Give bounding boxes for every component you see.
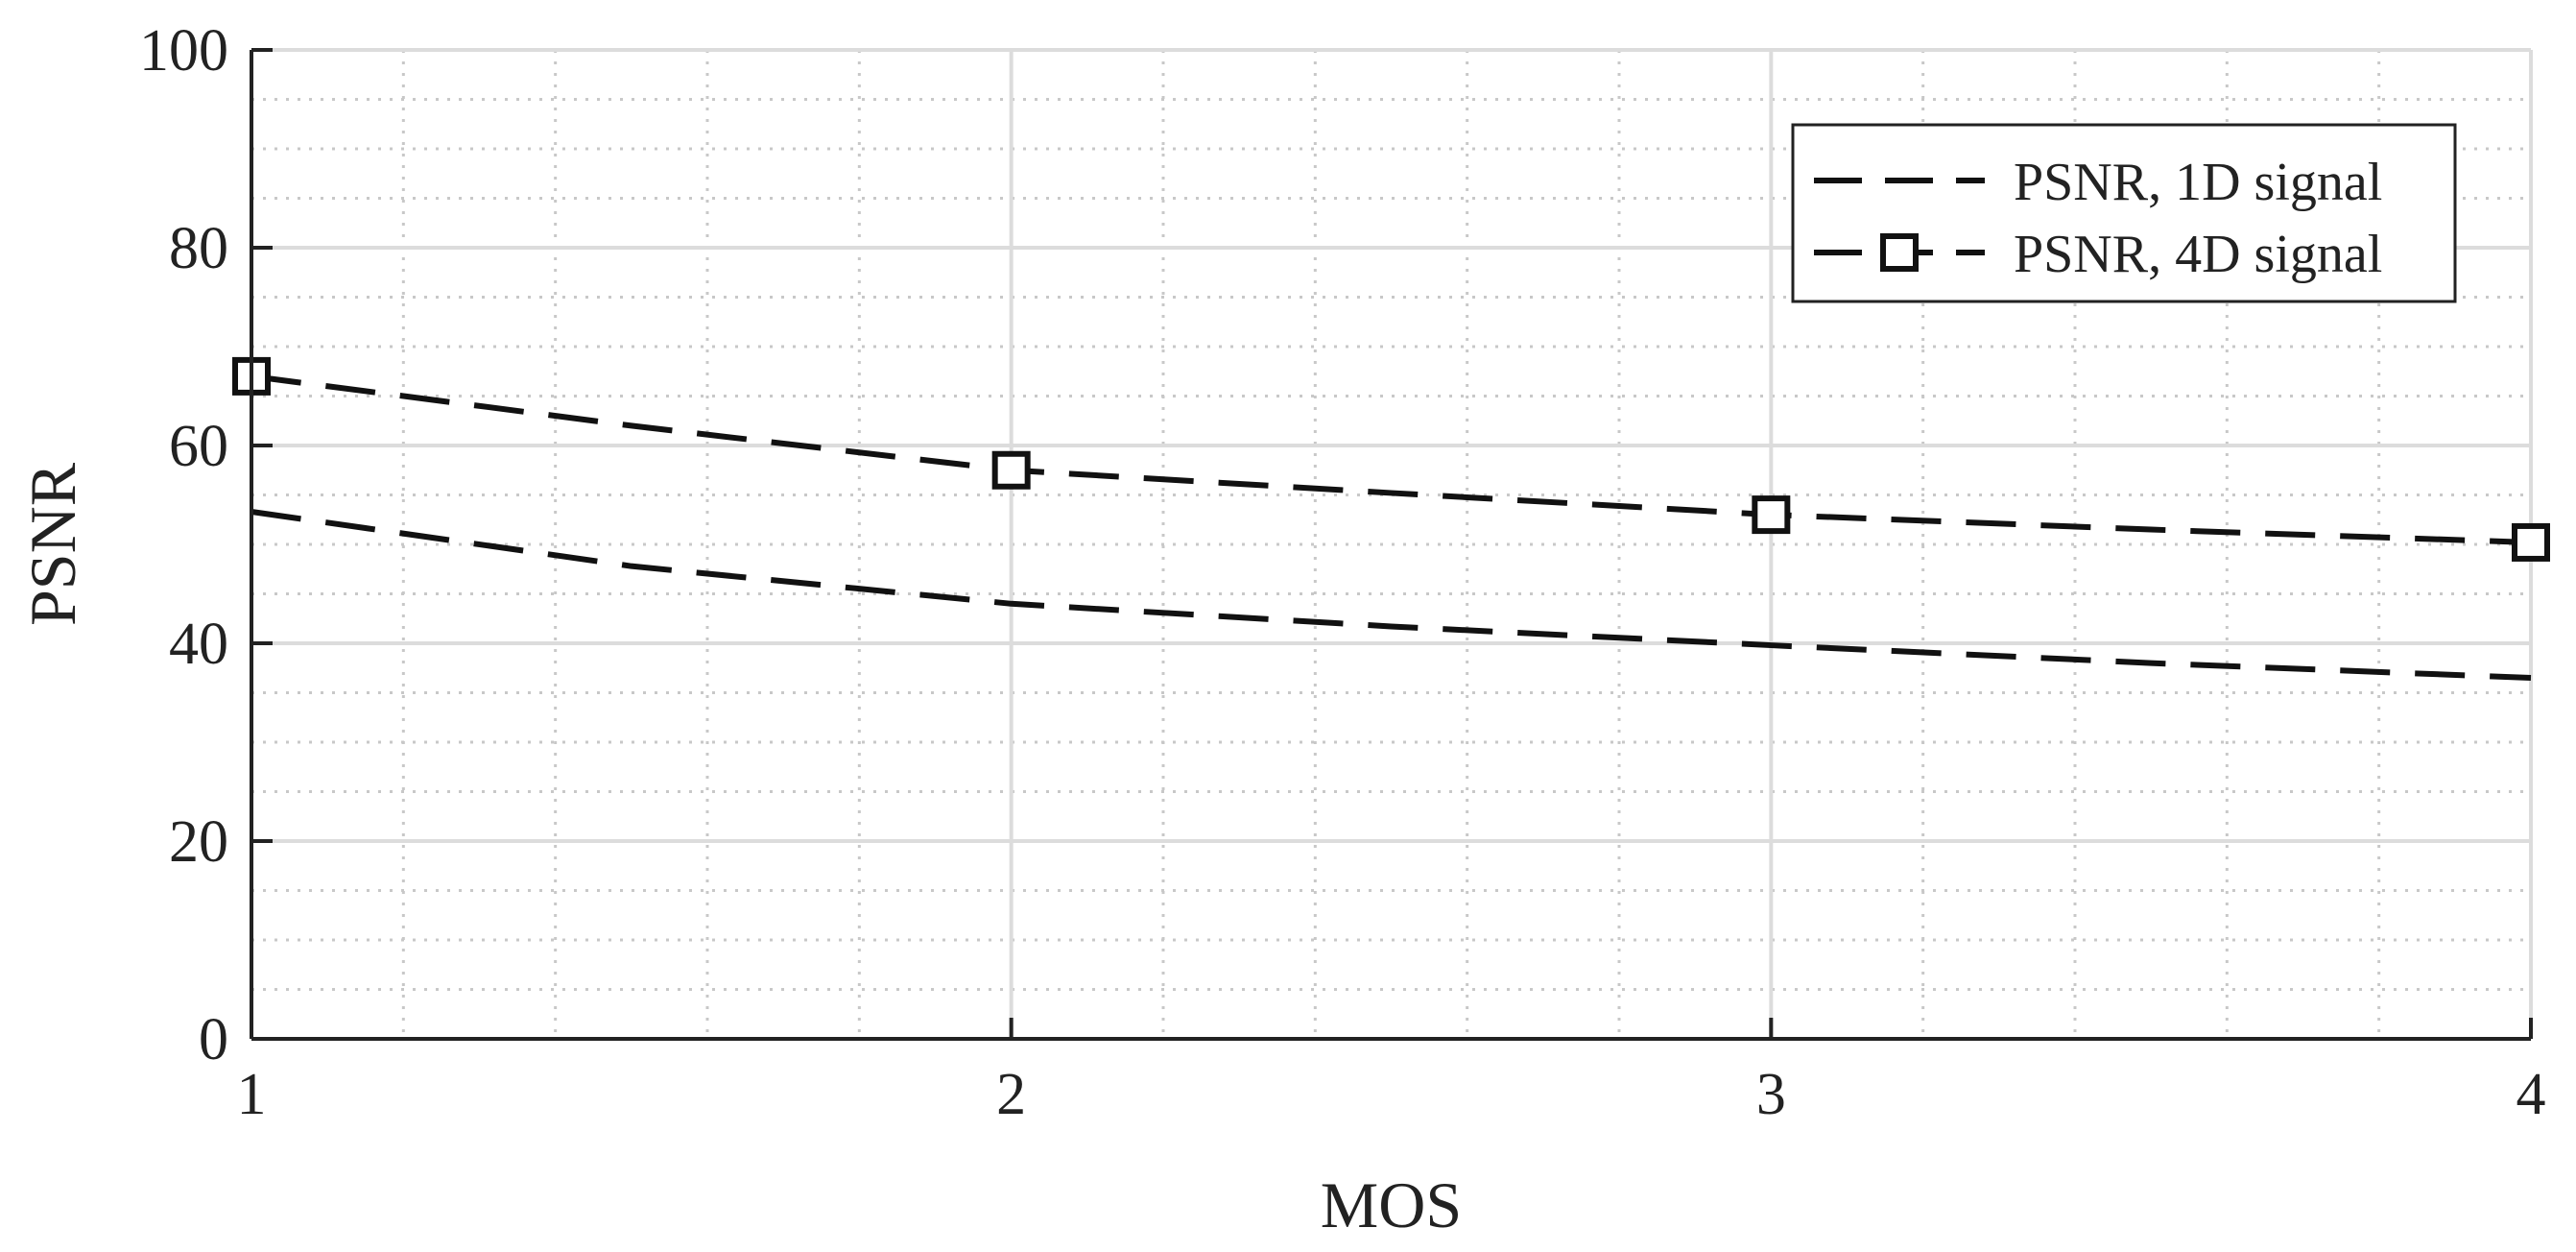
series-layer: [232, 356, 2550, 682]
x-tick-label: 1: [237, 1062, 267, 1127]
y-tick-label: 20: [169, 809, 228, 875]
y-axis-label: PSNR: [16, 462, 89, 626]
series-line-2: [250, 373, 2532, 545]
legend-entry-1d-signal: PSNR, 1D signal: [1814, 153, 2382, 212]
legend-box: [1791, 123, 2457, 303]
x-tick-label: 4: [2516, 1062, 2546, 1127]
axes: [250, 48, 2533, 1041]
data-point-marker: [1752, 495, 1791, 535]
y-tick-label: 100: [139, 18, 228, 84]
y-tick-label: 0: [199, 1007, 228, 1072]
y-tick-label: 40: [169, 612, 228, 677]
series-line-1: [250, 509, 2532, 682]
y-tick-label: 60: [169, 414, 228, 479]
legend-entry-4d-signal: PSNR, 4D signal: [1814, 225, 2382, 284]
y-tick-label: 80: [169, 216, 228, 281]
x-tick-label: 2: [996, 1062, 1026, 1127]
x-axis-label: MOS: [1321, 1168, 1462, 1241]
legend-label-4d-signal: PSNR, 4D signal: [2014, 225, 2382, 284]
legend-marker-square: [1880, 233, 1919, 272]
legend-label-1d-signal: PSNR, 1D signal: [2014, 153, 2382, 212]
x-tick-label: 3: [1756, 1062, 1786, 1127]
data-point-marker: [2512, 522, 2550, 562]
legend: PSNR, 1D signal PSNR, 4D signal: [1791, 123, 2457, 303]
data-point-marker: [991, 450, 1031, 490]
